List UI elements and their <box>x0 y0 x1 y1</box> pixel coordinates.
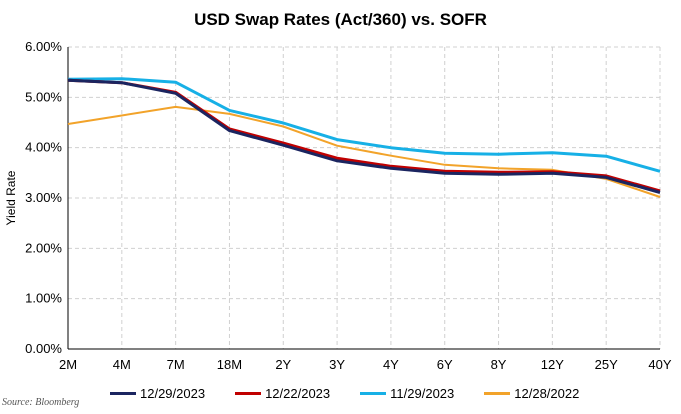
y-tick-label: 2.00% <box>25 240 62 255</box>
legend-item: 12/29/2023 <box>110 386 205 401</box>
x-tick-label: 4Y <box>383 357 399 372</box>
y-tick-label: 0.00% <box>25 341 62 356</box>
x-tick-label: 6Y <box>437 357 453 372</box>
source-note: Source: Bloomberg <box>2 397 80 408</box>
legend-item: 12/22/2023 <box>235 386 330 401</box>
y-tick-label: 3.00% <box>25 190 62 205</box>
x-tick-label: 3Y <box>329 357 345 372</box>
legend-swatch <box>235 391 262 395</box>
series-line-11-29-2023 <box>67 77 661 173</box>
x-tick-label: 12Y <box>541 357 564 372</box>
x-tick-label: 7M <box>167 357 185 372</box>
legend-swatch <box>484 391 511 395</box>
legend-swatch <box>110 391 136 395</box>
x-tick-labels: 2M 4M 7M 18M 2Y 3Y 4Y 6Y 8Y 12Y 25Y 40Y <box>59 357 672 372</box>
series-line-12-29-2023 <box>67 78 661 194</box>
x-tick-label: 40Y <box>648 357 671 372</box>
y-tick-label: 5.00% <box>25 89 62 104</box>
series-lines <box>67 77 661 198</box>
x-tick-label: 2M <box>59 357 77 372</box>
chart-title: USD Swap Rates (Act/360) vs. SOFR <box>194 10 487 29</box>
legend-label: 12/28/2022 <box>514 385 580 401</box>
axes <box>67 47 660 350</box>
x-tick-label: 25Y <box>595 357 618 372</box>
legend: 12/29/2023 12/22/2023 11/29/2023 12/28/2022 <box>110 384 579 402</box>
x-tick-label: 4M <box>113 357 131 372</box>
y-tick-label: 1.00% <box>25 291 62 306</box>
legend-item: 12/28/2022 <box>484 386 579 401</box>
legend-item: 11/29/2023 <box>360 386 454 401</box>
y-axis-title: Yield Rate <box>4 170 18 225</box>
x-tick-label: 18M <box>217 357 242 372</box>
legend-label: 12/29/2023 <box>140 385 206 401</box>
line-chart: 0.00% 1.00% 2.00% 3.00% 4.00% 5.00% 6.00% 2M 4M… <box>4 39 672 372</box>
x-tick-label: 2Y <box>275 357 291 372</box>
legend-swatch <box>360 391 387 395</box>
y-tick-label: 4.00% <box>25 140 62 155</box>
series-line-12-28-2022 <box>67 105 661 198</box>
legend-label: 11/29/2023 <box>390 385 455 401</box>
y-tick-labels: 0.00% 1.00% 2.00% 3.00% 4.00% 5.00% 6.00% <box>25 39 62 356</box>
y-tick-label: 6.00% <box>25 39 62 54</box>
legend-label: 12/22/2023 <box>265 385 331 401</box>
grid-lines <box>68 46 661 349</box>
x-tick-label: 8Y <box>491 357 507 372</box>
